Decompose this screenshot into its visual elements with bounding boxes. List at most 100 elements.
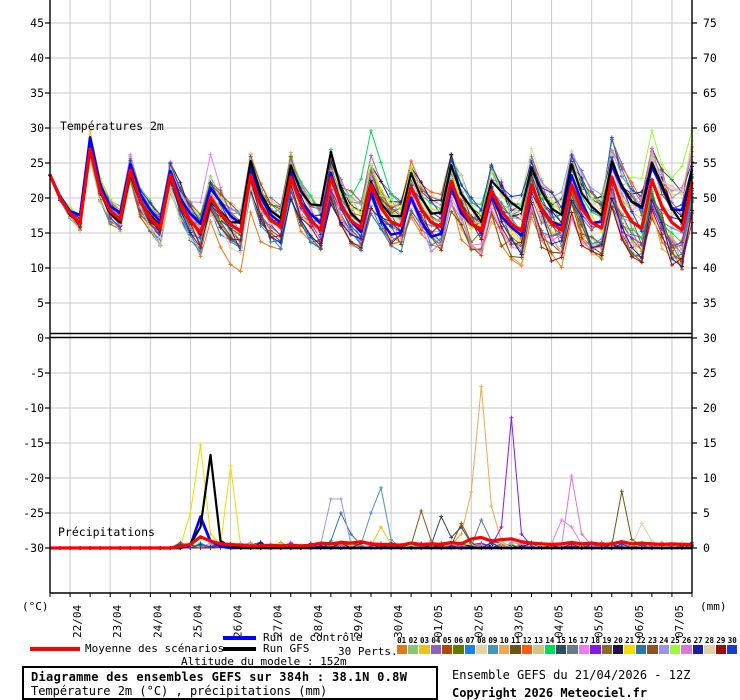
perturbation-key-item: 06 [453,636,464,654]
perturbation-key-item: 25 [670,636,681,654]
perturbation-color-swatch [578,645,590,654]
perturbation-number: 20 [613,636,623,645]
perturbation-key-item: 05 [442,636,453,654]
legend-mean-line [30,647,80,651]
perturbation-number: 24 [659,636,669,645]
perturbation-key-item: 15 [556,636,567,654]
perturbation-color-swatch [715,645,727,654]
perturbation-key-item: 21 [624,636,635,654]
perturbation-key-item: 10 [499,636,510,654]
axis-label: 65 [703,86,717,100]
perturbation-color-swatch [521,645,533,654]
date-label: 22/04 [71,605,84,638]
perturbation-color-swatch [499,645,510,654]
perturbation-key-item: 16 [567,636,578,654]
perturbation-key-item: 24 [658,636,670,654]
axis-label: 40 [30,51,44,65]
perturbation-key-item: 09 [487,636,499,654]
date-label: 26/04 [232,605,245,638]
perturbation-key-item: 14 [544,636,556,654]
perturbation-number: 19 [602,636,612,645]
perturbation-number: 10 [499,636,509,645]
axis-label: 0 [703,541,710,555]
perturbation-key-item: 11 [510,636,521,654]
perturbation-key-item: 29 [715,636,727,654]
perturbation-number: 30 [727,636,737,645]
perturbation-color-swatch [407,645,419,654]
axis-label: 15 [30,226,44,240]
perturbation-key-item: 23 [647,636,658,654]
axis-label: 55 [703,156,717,170]
perturbation-color-swatch [464,645,476,654]
perturbation-key-item: 18 [590,636,601,654]
perturbation-color-swatch [567,645,578,654]
left-unit-label: (°C) [22,600,49,613]
perturbation-key-item: 02 [407,636,419,654]
perturbation-number: 18 [590,636,600,645]
series-line [50,490,692,549]
perturbation-number: 15 [556,636,566,645]
series-line [48,149,694,236]
perturbation-color-swatch [442,645,453,654]
perturbation-color-swatch [396,645,407,654]
perturbation-number: 28 [704,636,714,645]
axis-label: 0 [37,331,44,345]
axis-label: 70 [703,51,717,65]
perturbation-color-swatch [613,645,624,654]
axis-label: 20 [703,401,717,415]
perturbation-color-swatch [544,645,556,654]
date-label: 30/04 [392,605,405,638]
perturbation-number: 29 [716,636,726,645]
perturbation-number: 25 [670,636,680,645]
perturbation-number: 16 [568,636,578,645]
legend-control-line [223,636,256,640]
copyright: Copyright 2026 Meteociel.fr [452,686,648,700]
date-label: 01/05 [432,605,445,638]
perturbation-number: 03 [419,636,429,645]
date-label: 23/04 [111,605,124,638]
perturbation-color-swatch [704,645,715,654]
series-line [50,385,692,549]
axis-label: 10 [30,261,44,275]
perturbation-color-key: 01 02 03 04 05 06 07 08 09 10 11 12 13 14 15 16 17 18 19 20… [396,636,738,654]
perturbation-key-item: 28 [704,636,715,654]
date-label: 25/04 [191,605,204,638]
perturbation-color-swatch [510,645,521,654]
axis-label: 30 [703,331,717,345]
series-line [50,535,692,550]
legend-gfs-label: Run GFS [263,642,310,655]
perturbation-number: 01 [397,636,407,645]
perturbation-key-item: 22 [635,636,647,654]
perturbation-key-item: 30 [727,636,738,654]
axis-label: -10 [23,401,44,415]
perturbation-number: 26 [682,636,692,645]
axis-label: 5 [37,296,44,310]
perturbation-color-swatch [487,645,499,654]
date-label: 24/04 [151,605,164,638]
perturbation-number: 17 [579,636,589,645]
axis-label: -25 [23,506,44,520]
date-label: 07/05 [673,605,686,638]
axis-label: -15 [23,436,44,450]
axis-label: 5 [703,506,710,520]
perturbation-key-item: 17 [578,636,590,654]
perturbation-number: 02 [408,636,418,645]
axis-label: -20 [23,471,44,485]
perturbation-color-swatch [681,645,692,654]
date-label: 04/05 [553,605,566,638]
axis-label: 10 [703,471,717,485]
legend-mean-label: Moyenne des scénarios [85,642,225,655]
perturbation-key-item: 27 [692,636,704,654]
date-label: 28/04 [312,605,325,638]
series-line [48,147,694,235]
perturbation-number: 13 [533,636,543,645]
altitude-label: Altitude du modele : 152m [181,655,347,668]
perturbation-key-item: 20 [613,636,624,654]
legend-perts-label: 30 Perts. [338,645,398,658]
perturbation-number: 12 [522,636,532,645]
perturbation-color-swatch [658,645,670,654]
axis-label: 20 [30,191,44,205]
perturbation-key-item: 13 [533,636,544,654]
